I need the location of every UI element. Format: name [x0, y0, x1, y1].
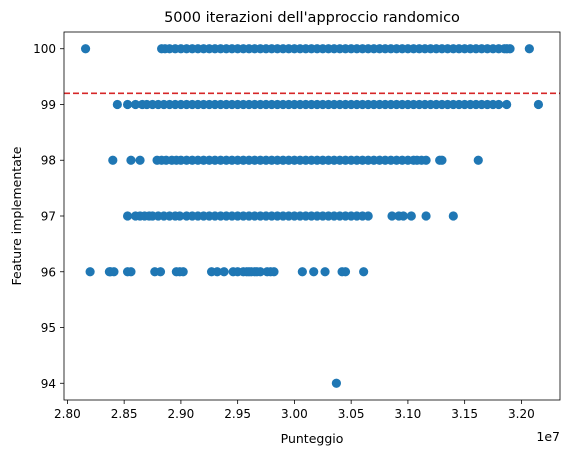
scatter-point: [331, 378, 341, 388]
x-axis-label: Punteggio: [281, 431, 344, 446]
x-tick-label: 2.90: [168, 407, 195, 421]
y-axis: 94 95 96 97 98 99 100: [33, 42, 64, 391]
y-tick-label: 94: [41, 377, 56, 391]
scatter-point: [505, 44, 515, 54]
scatter-point: [421, 155, 431, 165]
scatter-point: [398, 211, 408, 221]
scatter-point: [175, 211, 185, 221]
y-tick-label: 96: [41, 265, 56, 279]
scatter-point: [135, 155, 145, 165]
scatter-point: [363, 211, 373, 221]
x-tick-label: 3.20: [508, 407, 535, 421]
scatter-markers: [80, 44, 544, 388]
scatter-point: [269, 267, 279, 277]
scatter-point: [437, 155, 447, 165]
y-tick-label: 100: [33, 42, 56, 56]
x-tick-label: 2.85: [111, 407, 138, 421]
scatter-point: [85, 267, 95, 277]
y-tick-label: 95: [41, 321, 56, 335]
scatter-point: [387, 211, 397, 221]
x-axis: 2.80 2.85 2.90 2.95 3.00 3.05 3.10 3.15 3.20: [54, 400, 535, 421]
scatter-point: [122, 99, 133, 110]
x-tick-label: 3.00: [281, 407, 308, 421]
scatter-point: [80, 44, 91, 54]
scatter-point: [130, 99, 141, 110]
scatter-point: [309, 267, 319, 277]
x-offset-label: 1e7: [536, 429, 560, 444]
scatter-point: [109, 267, 119, 277]
x-tick-label: 3.10: [395, 407, 422, 421]
scatter-point: [108, 155, 118, 165]
scatter-point: [502, 99, 512, 110]
scatter-point: [219, 267, 229, 277]
scatter-point: [297, 267, 307, 277]
scatter-point: [533, 99, 544, 110]
scatter-point: [122, 211, 133, 221]
scatter-point: [112, 99, 122, 110]
scatter-point: [178, 267, 188, 277]
scatter-point: [359, 267, 369, 277]
scatter-point: [524, 44, 534, 54]
x-tick-label: 3.05: [338, 407, 365, 421]
scatter-point: [126, 155, 136, 165]
scatter-point: [126, 267, 136, 277]
chart-title: 5000 iterazioni dell'approccio randomico: [164, 10, 460, 26]
scatter-point: [155, 267, 166, 277]
x-tick-label: 2.95: [224, 407, 251, 421]
y-tick-label: 98: [41, 154, 56, 168]
y-tick-label: 97: [41, 210, 56, 224]
scatter-point: [320, 267, 330, 277]
scatter-point: [406, 211, 416, 221]
x-tick-label: 2.80: [54, 407, 81, 421]
scatter-point: [340, 267, 351, 277]
scatter-point: [212, 267, 222, 277]
scatter-point: [255, 267, 265, 277]
scatter-point: [421, 211, 431, 221]
scatter-point: [494, 99, 504, 110]
scatter-point: [473, 155, 483, 165]
scatter-point: [448, 211, 458, 221]
y-tick-label: 99: [41, 98, 56, 112]
x-tick-label: 3.15: [451, 407, 478, 421]
y-axis-label: Feature implementate: [9, 146, 24, 285]
